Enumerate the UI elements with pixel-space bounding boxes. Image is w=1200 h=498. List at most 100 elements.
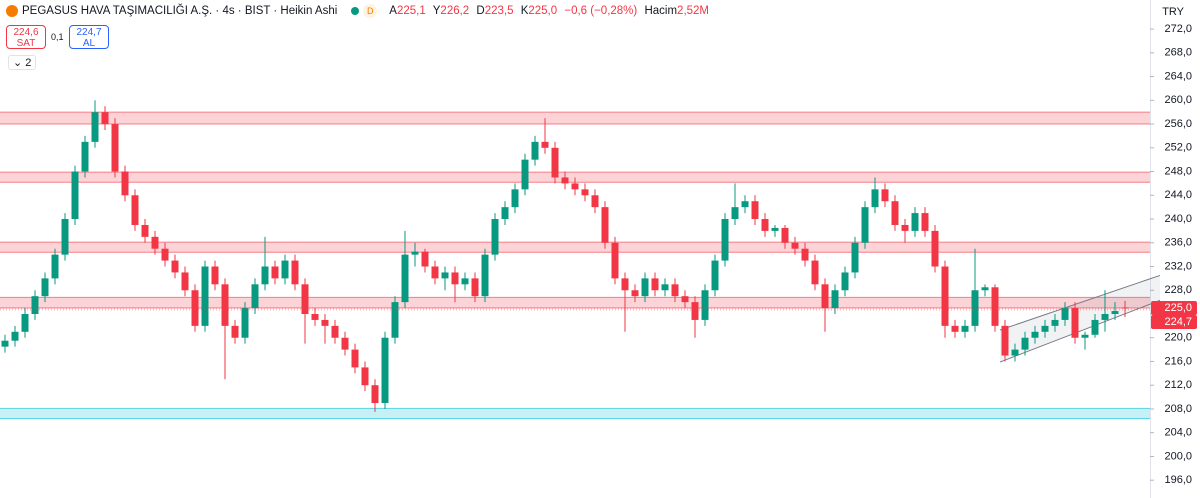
candle-body	[691, 302, 699, 320]
candle-body	[541, 141, 549, 148]
candle-body	[291, 260, 299, 285]
zone	[0, 297, 1150, 309]
candle-body	[901, 224, 909, 231]
spread: 0,1	[51, 32, 64, 42]
ohlc-value: 225,1	[396, 5, 426, 17]
channel-line	[999, 274, 1161, 331]
candle-body	[921, 213, 929, 231]
candle-body	[991, 287, 999, 326]
candle-body	[1, 340, 9, 347]
candle-body	[111, 124, 119, 172]
market-status[interactable]	[351, 7, 360, 15]
candle-body	[451, 272, 459, 285]
symbol-title[interactable]: PEGASUS HAVA TAŞIMACILIĞI A.Ş. · 4s · BI…	[22, 5, 338, 17]
y-tick-label: 208,0	[1164, 403, 1192, 415]
candle-body	[1041, 325, 1049, 332]
candle-body	[1011, 349, 1019, 356]
candle-body	[771, 227, 779, 231]
candle-body	[271, 266, 279, 279]
candle-body	[871, 189, 879, 208]
y-tick-label: 216,0	[1164, 355, 1192, 367]
indicators-toggle[interactable]: ⌄ 2	[8, 55, 37, 70]
candle-body	[831, 290, 839, 309]
candle-body	[1101, 313, 1109, 320]
y-tick-label: 272,0	[1164, 23, 1192, 35]
candle-body	[741, 201, 749, 208]
sell-price: 224,6	[13, 27, 39, 38]
candle-body	[711, 260, 719, 291]
candle-body	[751, 201, 759, 220]
candle-body	[321, 319, 329, 326]
zone	[0, 112, 1150, 125]
ohlc-key: D	[476, 5, 485, 17]
y-tick-label: 248,0	[1164, 165, 1192, 177]
candle-body	[781, 227, 789, 243]
sell-button[interactable]: 224,6 SAT	[6, 25, 46, 49]
candle-body	[251, 284, 259, 309]
y-tick-label: 212,0	[1164, 379, 1192, 391]
candle-body	[241, 308, 249, 338]
candle-body	[581, 189, 589, 196]
candle-body	[221, 284, 229, 326]
candle-body	[91, 112, 99, 142]
candle-body	[331, 325, 339, 338]
volume: 2,52M	[677, 5, 710, 17]
buy-label: AL	[82, 38, 96, 49]
delay-badge[interactable]: D	[363, 4, 378, 18]
y-tick-label: 232,0	[1164, 260, 1192, 272]
candle-body	[571, 183, 579, 190]
price-tag-label: 224,7	[1164, 316, 1192, 328]
candle-body	[681, 296, 689, 303]
candle-body	[551, 147, 559, 178]
candle-body	[281, 260, 289, 279]
candle-body	[61, 219, 69, 255]
candle-body	[471, 278, 479, 297]
candle-body	[641, 278, 649, 297]
candle-body	[421, 251, 429, 267]
candle-body	[381, 337, 389, 404]
candle-body	[931, 230, 939, 267]
y-tick-label: 268,0	[1164, 47, 1192, 59]
candle-body	[631, 290, 639, 297]
candle-body	[791, 242, 799, 249]
candle-body	[351, 349, 359, 368]
zone	[0, 172, 1150, 183]
candle-body	[361, 367, 369, 386]
ohlc-value: 226,2	[440, 5, 470, 17]
candle-body	[261, 266, 269, 285]
candle-body	[201, 266, 209, 326]
candle-body	[731, 207, 739, 220]
candle-body	[851, 242, 859, 273]
candle-body	[1001, 325, 1009, 356]
candle-body	[861, 207, 869, 243]
y-tick-label: 200,0	[1164, 450, 1192, 462]
candle-body	[71, 171, 79, 220]
candle-body	[611, 242, 619, 279]
candle-body	[81, 141, 89, 172]
candle-body	[951, 325, 959, 332]
candle-body	[811, 260, 819, 285]
candle-body	[1071, 308, 1079, 338]
candle-body	[21, 313, 29, 332]
candle-body	[171, 260, 179, 273]
candle-body	[801, 248, 809, 261]
candle-body	[511, 189, 519, 208]
y-tick-label: 220,0	[1164, 332, 1192, 344]
candle-body	[531, 141, 539, 160]
currency[interactable]: TRY	[1162, 6, 1184, 18]
candle-body	[411, 251, 419, 255]
candle-body	[821, 284, 829, 309]
candle-body	[211, 266, 219, 285]
candle-body	[721, 219, 729, 261]
channel-fill	[1000, 275, 1160, 363]
price-tag	[1151, 301, 1197, 316]
candle-body	[881, 189, 889, 202]
candle-body	[981, 287, 989, 291]
price-tag	[1151, 315, 1197, 330]
y-tick-label: 240,0	[1164, 213, 1192, 225]
buy-price: 224,7	[76, 27, 102, 38]
candle-body	[341, 337, 349, 350]
ohlc-value: 225,0	[528, 5, 558, 17]
buy-button[interactable]: 224,7 AL	[69, 25, 109, 49]
